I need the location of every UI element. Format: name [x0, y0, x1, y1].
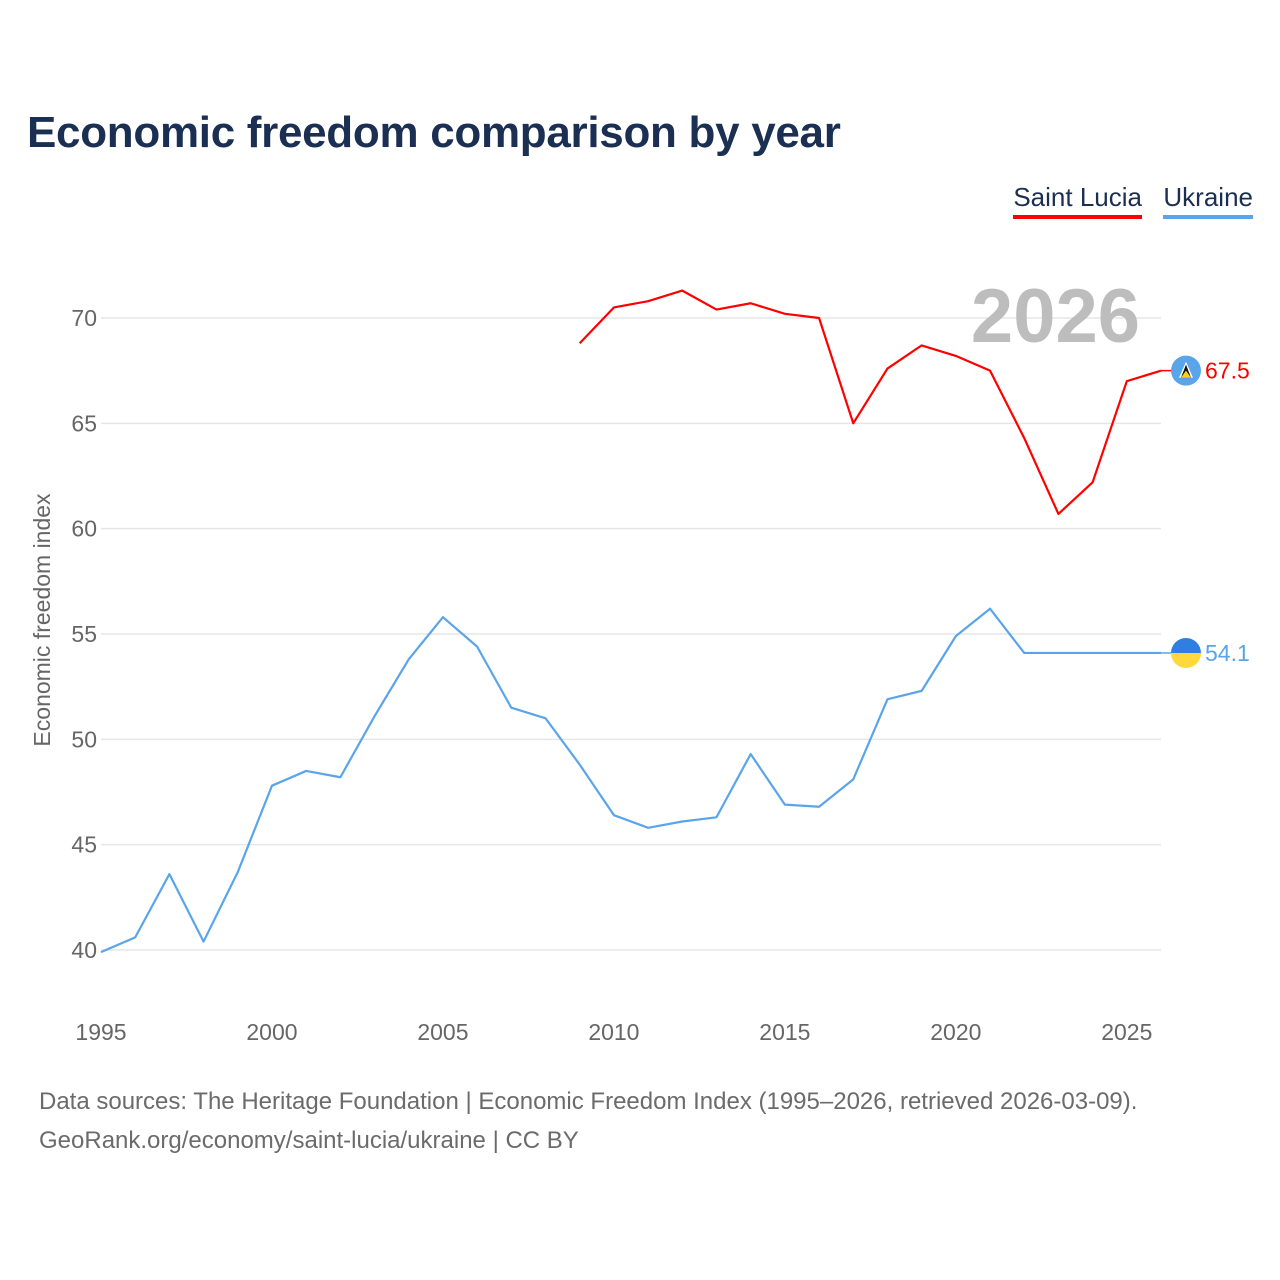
data-point [645, 298, 651, 304]
data-point [816, 804, 822, 810]
data-point [201, 939, 207, 945]
data-point [919, 342, 925, 348]
x-tick-label: 2025 [1101, 1019, 1152, 1045]
data-point [748, 751, 754, 757]
y-axis-label: Economic freedom index [29, 493, 55, 747]
x-tick-label: 2020 [930, 1019, 981, 1045]
data-point [577, 340, 583, 346]
data-point [1021, 435, 1027, 441]
legend-item-saint-lucia[interactable]: Saint Lucia [1013, 182, 1142, 219]
footer-sources: Data sources: The Heritage Foundation | … [39, 1088, 1138, 1115]
data-point [1124, 378, 1130, 384]
y-tick-label: 40 [71, 937, 97, 963]
x-tick-label: 2005 [417, 1019, 468, 1045]
footer-attribution: GeoRank.org/economy/saint-lucia/ukraine … [39, 1127, 579, 1154]
data-point [440, 614, 446, 620]
data-point [713, 814, 719, 820]
data-point [679, 818, 685, 824]
end-value-label: 54.1 [1205, 640, 1250, 666]
data-point [577, 762, 583, 768]
y-tick-label: 45 [71, 832, 97, 858]
data-point [884, 696, 890, 702]
data-point [782, 802, 788, 808]
y-tick-label: 60 [71, 516, 97, 542]
y-tick-label: 70 [71, 305, 97, 331]
data-point [543, 715, 549, 721]
data-point [508, 705, 514, 711]
data-point [98, 949, 104, 955]
current-year-watermark: 2026 [971, 274, 1140, 359]
data-point [611, 812, 617, 818]
data-point [235, 869, 241, 875]
y-tick-label: 65 [71, 410, 97, 436]
data-point [987, 606, 993, 612]
ukraine-flag-icon [1171, 637, 1201, 668]
y-tick-label: 55 [71, 621, 97, 647]
data-point [166, 871, 172, 877]
data-point [645, 825, 651, 831]
data-point [953, 353, 959, 359]
x-tick-label: 1995 [75, 1019, 126, 1045]
x-tick-label: 2010 [588, 1019, 639, 1045]
data-point [679, 288, 685, 294]
data-point [850, 420, 856, 426]
data-point [953, 633, 959, 639]
data-point [303, 768, 309, 774]
end-value-label: 67.5 [1205, 358, 1250, 384]
data-point [816, 315, 822, 321]
data-point [1124, 650, 1130, 656]
data-point [611, 304, 617, 310]
data-point [1021, 650, 1027, 656]
data-point [1055, 511, 1061, 517]
data-point [406, 656, 412, 662]
data-point [748, 300, 754, 306]
data-point [1090, 650, 1096, 656]
data-point [782, 311, 788, 317]
data-point [337, 774, 343, 780]
saint-lucia-flag-icon [1171, 355, 1201, 386]
chart-title: Economic freedom comparison by year [27, 108, 841, 157]
data-point [372, 713, 378, 719]
data-point [713, 307, 719, 313]
x-tick-label: 2000 [246, 1019, 297, 1045]
data-point [919, 688, 925, 694]
y-tick-label: 50 [71, 726, 97, 752]
series-line-saint-lucia [578, 289, 1162, 516]
data-point [269, 783, 275, 789]
x-tick-label: 2015 [759, 1019, 810, 1045]
series-line-ukraine [100, 607, 1161, 954]
data-point [474, 644, 480, 650]
data-point [987, 368, 993, 374]
data-point [884, 366, 890, 372]
data-point [1090, 479, 1096, 485]
data-point [850, 776, 856, 782]
data-point [1055, 650, 1061, 656]
data-point [132, 934, 138, 940]
legend-item-ukraine[interactable]: Ukraine [1163, 182, 1253, 219]
